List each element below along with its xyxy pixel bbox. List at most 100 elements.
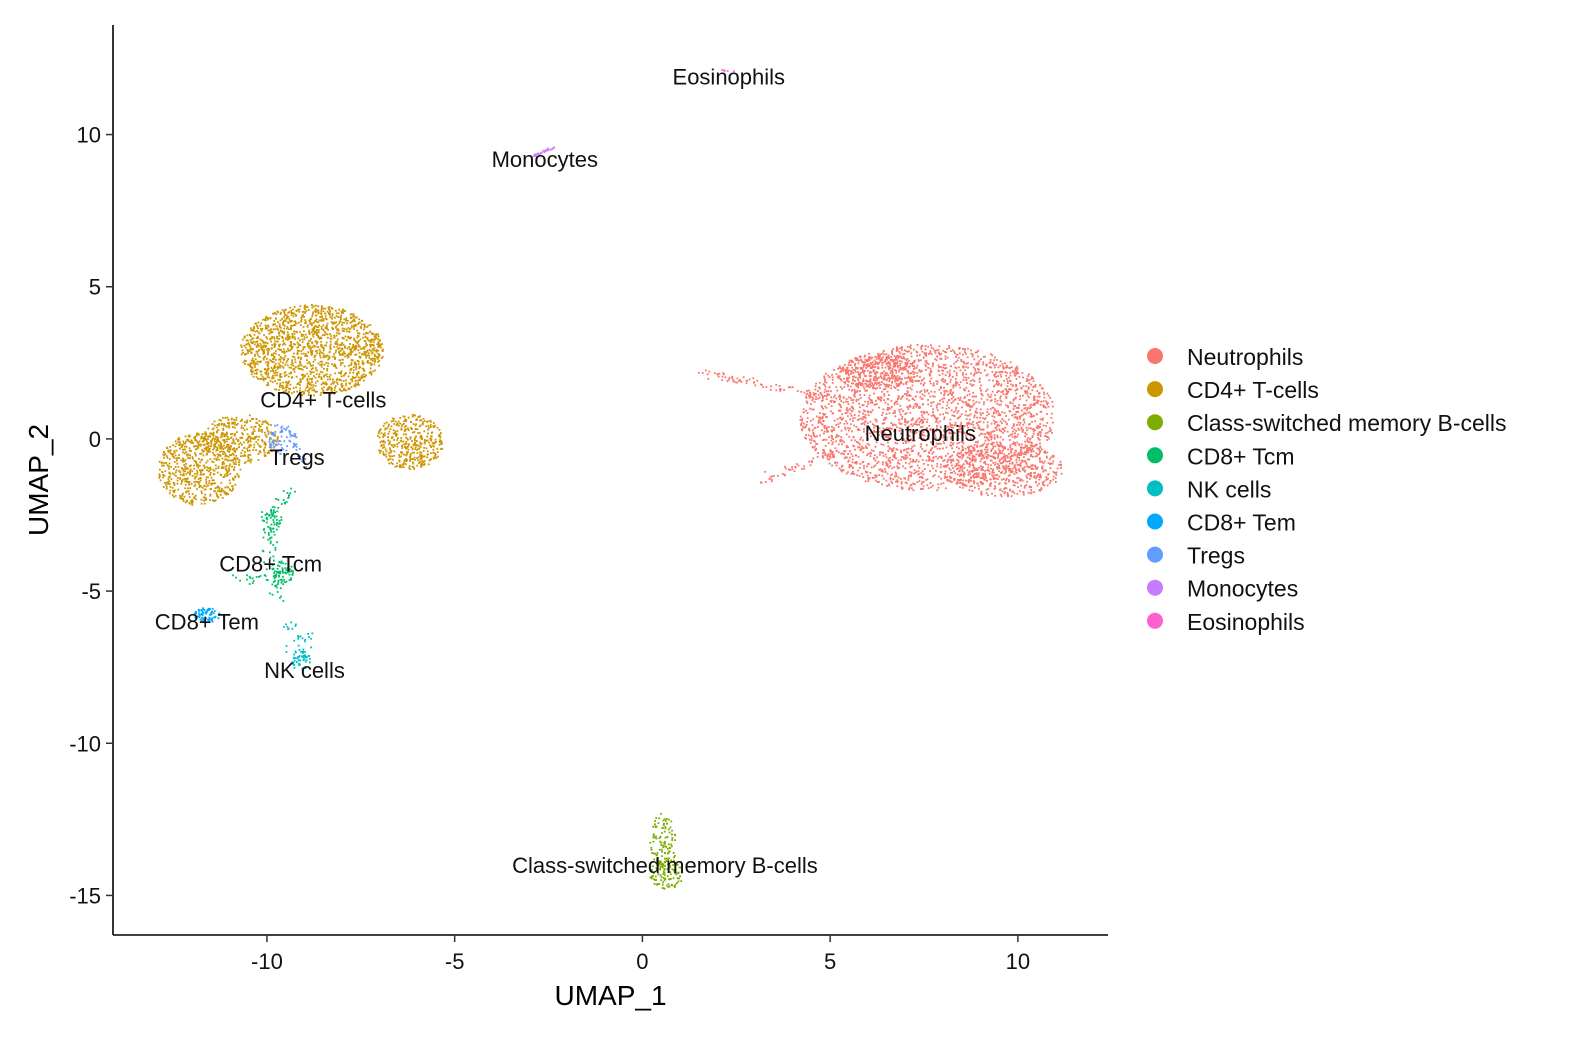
data-point — [1056, 467, 1059, 470]
data-point — [959, 381, 962, 384]
data-point — [268, 348, 271, 351]
data-point — [937, 348, 940, 351]
data-point — [350, 326, 353, 329]
data-point — [889, 407, 892, 410]
data-point — [916, 380, 919, 382]
data-point — [988, 366, 991, 369]
data-point — [252, 357, 254, 360]
data-point — [939, 353, 941, 356]
data-point — [1014, 374, 1017, 377]
data-point — [950, 476, 953, 479]
data-point — [294, 358, 296, 361]
data-point — [944, 351, 946, 353]
data-point — [844, 382, 847, 385]
data-point — [833, 419, 836, 422]
data-point — [349, 371, 351, 374]
data-point — [976, 351, 978, 354]
data-point — [923, 468, 926, 470]
data-point — [821, 399, 824, 402]
data-point — [307, 342, 310, 345]
data-point — [967, 362, 969, 364]
data-point — [814, 449, 817, 452]
data-point — [246, 348, 249, 351]
data-point — [961, 457, 963, 460]
data-point — [958, 352, 961, 355]
data-point — [957, 434, 960, 437]
data-point — [867, 411, 869, 414]
data-point — [954, 409, 957, 412]
data-point — [905, 381, 907, 384]
data-point — [266, 337, 269, 340]
data-point — [873, 363, 876, 366]
data-point — [1017, 452, 1020, 454]
data-point — [283, 327, 286, 330]
data-point — [807, 434, 810, 437]
data-point — [869, 383, 871, 385]
data-point — [359, 379, 362, 381]
data-point — [363, 375, 366, 378]
data-point — [1002, 365, 1004, 368]
data-point — [800, 390, 802, 393]
data-point — [262, 341, 265, 344]
data-point — [984, 355, 986, 358]
data-point — [909, 395, 912, 397]
data-point — [843, 457, 846, 460]
data-point — [973, 395, 976, 398]
data-point — [316, 326, 319, 328]
data-point — [378, 343, 381, 346]
data-point — [916, 375, 919, 377]
data-point — [972, 449, 975, 452]
data-point — [891, 482, 894, 484]
data-point — [869, 472, 872, 474]
data-point — [373, 338, 376, 341]
data-point — [986, 388, 989, 391]
data-point — [285, 374, 288, 376]
data-point — [340, 386, 343, 389]
data-point — [1028, 441, 1030, 444]
data-point — [331, 363, 333, 366]
data-point — [975, 395, 977, 398]
data-point — [1036, 474, 1039, 477]
data-point — [962, 442, 965, 445]
data-point — [279, 375, 281, 377]
data-point — [731, 375, 733, 378]
data-point — [980, 453, 982, 456]
data-point — [927, 464, 929, 466]
data-point — [923, 377, 925, 380]
data-point — [335, 390, 338, 393]
data-point — [334, 365, 337, 368]
data-point — [1014, 369, 1017, 371]
data-point — [869, 398, 871, 401]
data-point — [893, 361, 896, 364]
data-point — [1003, 492, 1006, 495]
data-point — [1010, 455, 1013, 457]
data-point — [336, 377, 339, 380]
data-point — [1026, 440, 1029, 443]
data-point — [1018, 469, 1020, 472]
data-point — [287, 321, 289, 323]
data-point — [936, 417, 939, 420]
data-point — [1014, 413, 1017, 416]
data-point — [974, 460, 977, 463]
data-point — [349, 369, 352, 372]
data-point — [899, 347, 901, 350]
data-point — [354, 340, 357, 343]
data-point — [968, 454, 971, 457]
data-point — [254, 366, 256, 368]
data-point — [253, 333, 256, 336]
data-point — [933, 384, 935, 387]
data-point — [815, 443, 817, 445]
data-point — [872, 378, 875, 380]
data-point — [916, 344, 919, 346]
data-point — [371, 348, 374, 351]
data-point — [288, 311, 291, 313]
data-point — [789, 386, 792, 389]
data-point — [367, 352, 370, 355]
data-point — [962, 473, 965, 476]
data-point — [770, 385, 772, 388]
data-point — [377, 341, 380, 344]
data-point — [269, 379, 272, 382]
data-point — [341, 382, 343, 385]
data-point — [940, 482, 942, 485]
data-point — [307, 394, 310, 396]
